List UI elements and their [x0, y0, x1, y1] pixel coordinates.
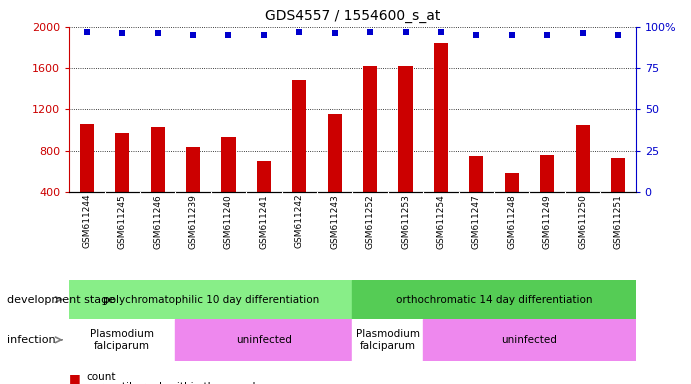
Bar — [611, 158, 625, 192]
Text: GSM611254: GSM611254 — [437, 194, 446, 248]
Text: percentile rank within the sample: percentile rank within the sample — [86, 382, 263, 384]
Text: GSM611248: GSM611248 — [507, 194, 516, 248]
Bar — [576, 125, 589, 192]
Bar — [352, 319, 423, 361]
Bar — [69, 280, 352, 319]
Text: GSM611241: GSM611241 — [259, 194, 268, 248]
Text: GSM611253: GSM611253 — [401, 194, 410, 249]
Bar — [434, 43, 448, 192]
Text: development stage: development stage — [7, 295, 115, 305]
Text: GSM611250: GSM611250 — [578, 194, 587, 249]
Text: ■: ■ — [69, 372, 81, 384]
Bar — [79, 124, 94, 192]
Text: GSM611246: GSM611246 — [153, 194, 162, 248]
Text: GSM611251: GSM611251 — [614, 194, 623, 249]
Text: polychromatophilic 10 day differentiation: polychromatophilic 10 day differentiatio… — [103, 295, 319, 305]
Title: GDS4557 / 1554600_s_at: GDS4557 / 1554600_s_at — [265, 9, 440, 23]
Text: count: count — [86, 372, 116, 382]
Text: ■: ■ — [69, 382, 81, 384]
Text: GSM611249: GSM611249 — [542, 194, 551, 248]
Bar — [186, 147, 200, 192]
Bar — [504, 174, 519, 192]
Text: GSM611245: GSM611245 — [117, 194, 126, 248]
Bar — [176, 319, 352, 361]
Bar — [399, 66, 413, 192]
Text: GSM611240: GSM611240 — [224, 194, 233, 248]
Bar — [540, 155, 554, 192]
Text: GSM611244: GSM611244 — [82, 194, 91, 248]
Text: uninfected: uninfected — [502, 335, 558, 345]
Text: GSM611242: GSM611242 — [295, 194, 304, 248]
Text: GSM611243: GSM611243 — [330, 194, 339, 248]
Text: orthochromatic 14 day differentiation: orthochromatic 14 day differentiation — [396, 295, 592, 305]
Bar — [69, 319, 176, 361]
Bar — [115, 133, 129, 192]
Bar — [363, 66, 377, 192]
Bar — [221, 137, 236, 192]
Bar — [352, 280, 636, 319]
Bar — [257, 161, 271, 192]
Bar — [423, 319, 636, 361]
Text: Plasmodium
falciparum: Plasmodium falciparum — [356, 329, 420, 351]
Text: GSM611252: GSM611252 — [366, 194, 375, 248]
Text: Plasmodium
falciparum: Plasmodium falciparum — [91, 329, 154, 351]
Bar — [469, 156, 484, 192]
Text: infection: infection — [7, 335, 55, 345]
Text: GSM611239: GSM611239 — [189, 194, 198, 249]
Bar — [328, 114, 342, 192]
Bar — [151, 127, 164, 192]
Text: GSM611247: GSM611247 — [472, 194, 481, 248]
Text: uninfected: uninfected — [236, 335, 292, 345]
Bar — [292, 79, 306, 192]
